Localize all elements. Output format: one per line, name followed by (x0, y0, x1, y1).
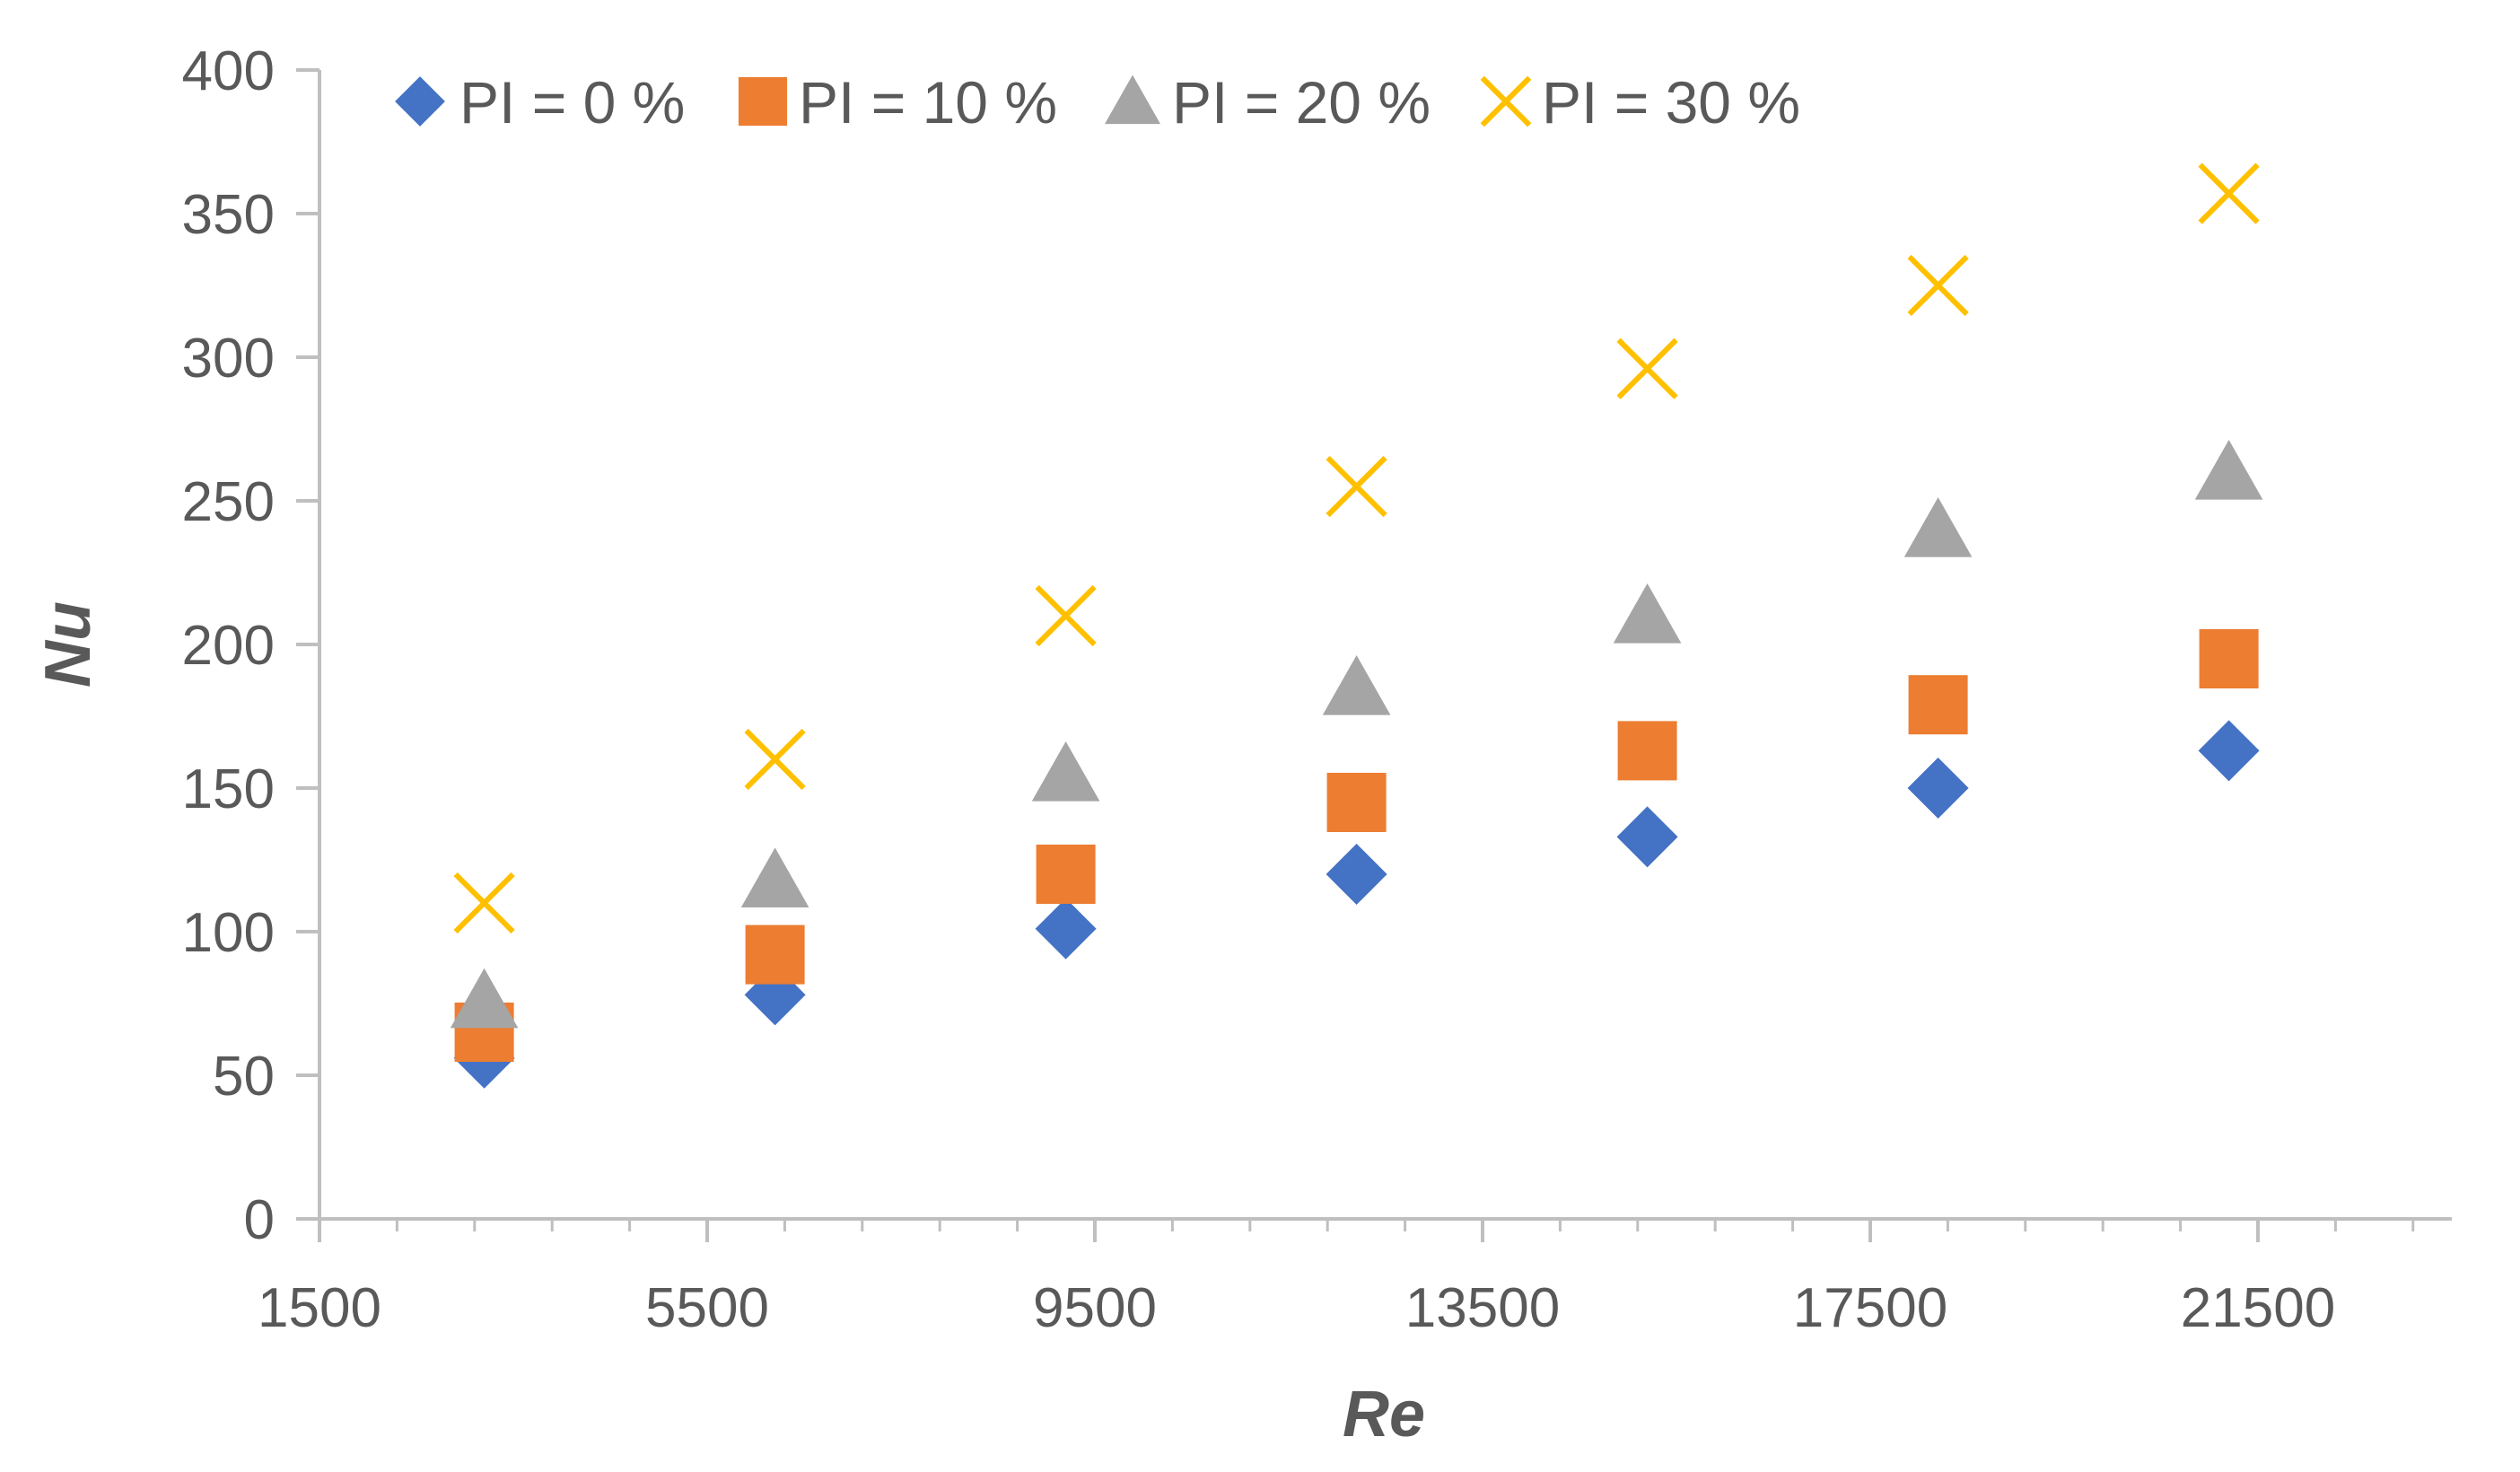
data-point-triangle (2194, 440, 2263, 500)
data-point-x (2198, 162, 2260, 224)
y-tick-label: 300 (182, 328, 275, 390)
legend-item: PI = 20 % (1105, 69, 1431, 136)
series-3 (453, 162, 2260, 934)
legend-marker-diamond (395, 76, 445, 127)
data-point-x-stroke (1035, 584, 1097, 647)
data-points (450, 162, 2263, 1089)
legend-item: PI = 30 % (1480, 69, 1800, 136)
y-tick-label: 150 (182, 758, 275, 820)
data-point-x (744, 728, 806, 791)
data-point-diamond (2198, 720, 2260, 782)
y-tick-label: 400 (182, 40, 275, 102)
x-tick-label: 1500 (258, 1277, 381, 1339)
data-point-triangle (1613, 583, 1682, 644)
y-tick-label: 0 (244, 1189, 275, 1251)
axes (296, 68, 2452, 1242)
series-2 (450, 440, 2263, 1029)
legend-item: PI = 0 % (395, 69, 685, 136)
legend-marker-triangle (1105, 74, 1160, 125)
data-point-triangle (450, 968, 519, 1029)
data-point-x-stroke (744, 728, 806, 791)
legend-marker-square (738, 76, 788, 127)
legend-label: PI = 30 % (1542, 69, 1800, 136)
data-point-diamond (1035, 898, 1097, 959)
y-tick-label: 250 (182, 471, 275, 533)
data-point-x-stroke (2198, 162, 2260, 224)
data-point-triangle (1031, 741, 1100, 802)
data-point-square (1908, 675, 1968, 735)
x-tick-label: 9500 (1033, 1277, 1157, 1339)
x-tick-label: 17500 (1793, 1277, 1947, 1339)
data-point-square (1326, 773, 1387, 832)
x-tick-label: 5500 (645, 1277, 769, 1339)
data-point-x (453, 872, 515, 934)
data-point-diamond (1326, 844, 1387, 905)
legend-marker-x-stroke (1480, 75, 1532, 127)
data-point-square (1036, 845, 1096, 904)
x-tick-label: 21500 (2181, 1277, 2335, 1339)
legend-label: PI = 20 % (1172, 69, 1431, 136)
data-point-square (745, 924, 805, 985)
data-point-triangle (1322, 655, 1391, 715)
legend: PI = 0 % PI = 10 % PI = 20 % PI = 30 % (395, 69, 1800, 136)
data-point-x-stroke (1616, 337, 1678, 399)
legend-label: PI = 0 % (459, 69, 685, 136)
x-axis-title: Re (1343, 1379, 1425, 1450)
data-point-square (2199, 629, 2259, 688)
legend-item: PI = 10 % (738, 69, 1057, 136)
y-tick-label: 100 (182, 902, 275, 964)
y-axis-title: Nu (32, 601, 104, 688)
data-point-x-stroke (1907, 254, 1969, 317)
data-point-x-stroke (453, 872, 515, 934)
data-point-square (1617, 721, 1677, 781)
data-point-diamond (1907, 758, 1969, 819)
data-point-diamond (1616, 806, 1678, 868)
data-point-x (1035, 584, 1097, 647)
data-point-x (1907, 254, 1969, 317)
y-tick-label: 50 (213, 1046, 275, 1108)
data-point-x (1616, 337, 1678, 399)
data-point-x-stroke (1326, 455, 1387, 518)
x-tick-label: 13500 (1405, 1277, 1560, 1339)
y-tick-label: 200 (182, 615, 275, 677)
legend-marker-x (1480, 75, 1532, 127)
data-point-triangle (740, 847, 809, 907)
y-tick-label: 350 (182, 184, 275, 246)
data-point-x (1326, 455, 1387, 518)
tick-labels: 0 50 100 150 200 250 300 350 400 1500 5500 9500 1350… (182, 40, 2336, 1339)
legend-label: PI = 10 % (799, 69, 1057, 136)
data-point-triangle (1903, 497, 1973, 557)
